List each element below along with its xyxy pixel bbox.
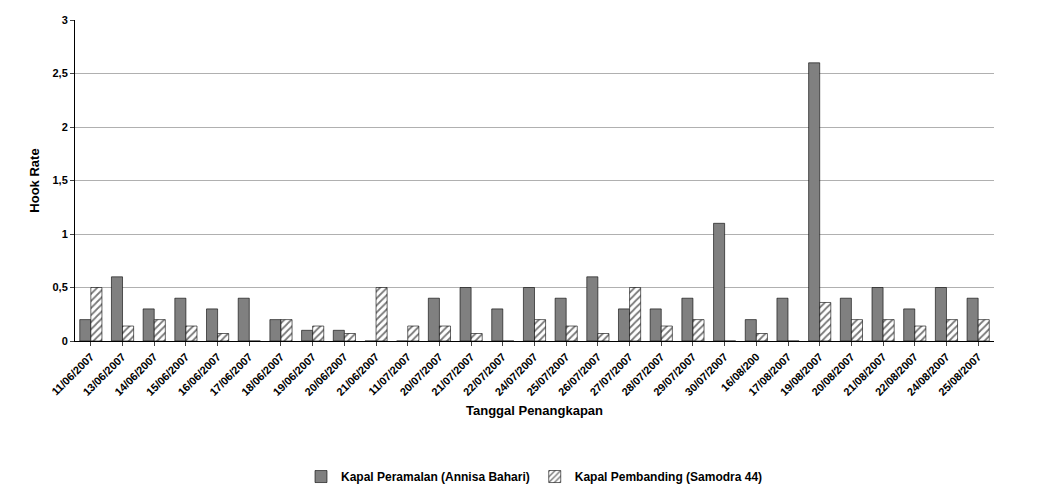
svg-text:16/06/2007: 16/06/2007 xyxy=(175,351,222,398)
svg-text:3: 3 xyxy=(62,14,68,26)
svg-text:2,5: 2,5 xyxy=(53,67,68,79)
svg-text:24/08/2007: 24/08/2007 xyxy=(904,351,951,398)
svg-text:Hook Rate: Hook Rate xyxy=(27,148,42,212)
svg-text:28/07/2007: 28/07/2007 xyxy=(619,351,666,398)
svg-text:21/08/2007: 21/08/2007 xyxy=(841,351,888,398)
svg-text:Kapal Peramalan (Annisa Bahari: Kapal Peramalan (Annisa Bahari) xyxy=(341,470,530,484)
svg-text:20/06/2007: 20/06/2007 xyxy=(302,351,349,398)
svg-text:0,5: 0,5 xyxy=(53,281,68,293)
svg-text:19/06/2007: 19/06/2007 xyxy=(271,351,318,398)
svg-text:Kapal Pembanding (Samodra 44): Kapal Pembanding (Samodra 44) xyxy=(575,470,762,484)
svg-text:22/08/2007: 22/08/2007 xyxy=(873,351,920,398)
svg-text:17/08/2007: 17/08/2007 xyxy=(746,351,793,398)
svg-text:20/07/2007: 20/07/2007 xyxy=(397,351,444,398)
svg-text:29/07/2007: 29/07/2007 xyxy=(651,351,698,398)
svg-text:17/06/2007: 17/06/2007 xyxy=(207,351,254,398)
svg-text:30/07/2007: 30/07/2007 xyxy=(683,351,730,398)
svg-text:19/08/2007: 19/08/2007 xyxy=(778,351,825,398)
svg-text:1: 1 xyxy=(62,228,68,240)
svg-text:11/06/2007: 11/06/2007 xyxy=(49,351,96,398)
svg-text:24/07/2007: 24/07/2007 xyxy=(492,351,539,398)
svg-text:27/07/2007: 27/07/2007 xyxy=(587,351,634,398)
svg-text:15/06/2007: 15/06/2007 xyxy=(144,351,191,398)
svg-text:1,5: 1,5 xyxy=(53,174,68,186)
svg-text:21/06/2007: 21/06/2007 xyxy=(334,351,381,398)
svg-text:11/07/2007: 11/07/2007 xyxy=(366,351,413,398)
svg-text:Tanggal Penangkapan: Tanggal Penangkapan xyxy=(466,403,603,418)
svg-text:25/07/2007: 25/07/2007 xyxy=(524,351,571,398)
svg-text:13/06/2007: 13/06/2007 xyxy=(80,351,127,398)
svg-text:22/07/2007: 22/07/2007 xyxy=(461,351,508,398)
svg-text:0: 0 xyxy=(62,335,68,347)
svg-text:2: 2 xyxy=(62,121,68,133)
svg-text:25/08/2007: 25/08/2007 xyxy=(936,351,983,398)
svg-text:26/07/2007: 26/07/2007 xyxy=(556,351,603,398)
svg-text:20/08/2007: 20/08/2007 xyxy=(809,351,856,398)
svg-text:21/07/2007: 21/07/2007 xyxy=(429,351,476,398)
svg-text:18/06/2007: 18/06/2007 xyxy=(239,351,286,398)
svg-text:14/06/2007: 14/06/2007 xyxy=(112,351,159,398)
svg-text:16/08/200: 16/08/200 xyxy=(719,351,762,394)
